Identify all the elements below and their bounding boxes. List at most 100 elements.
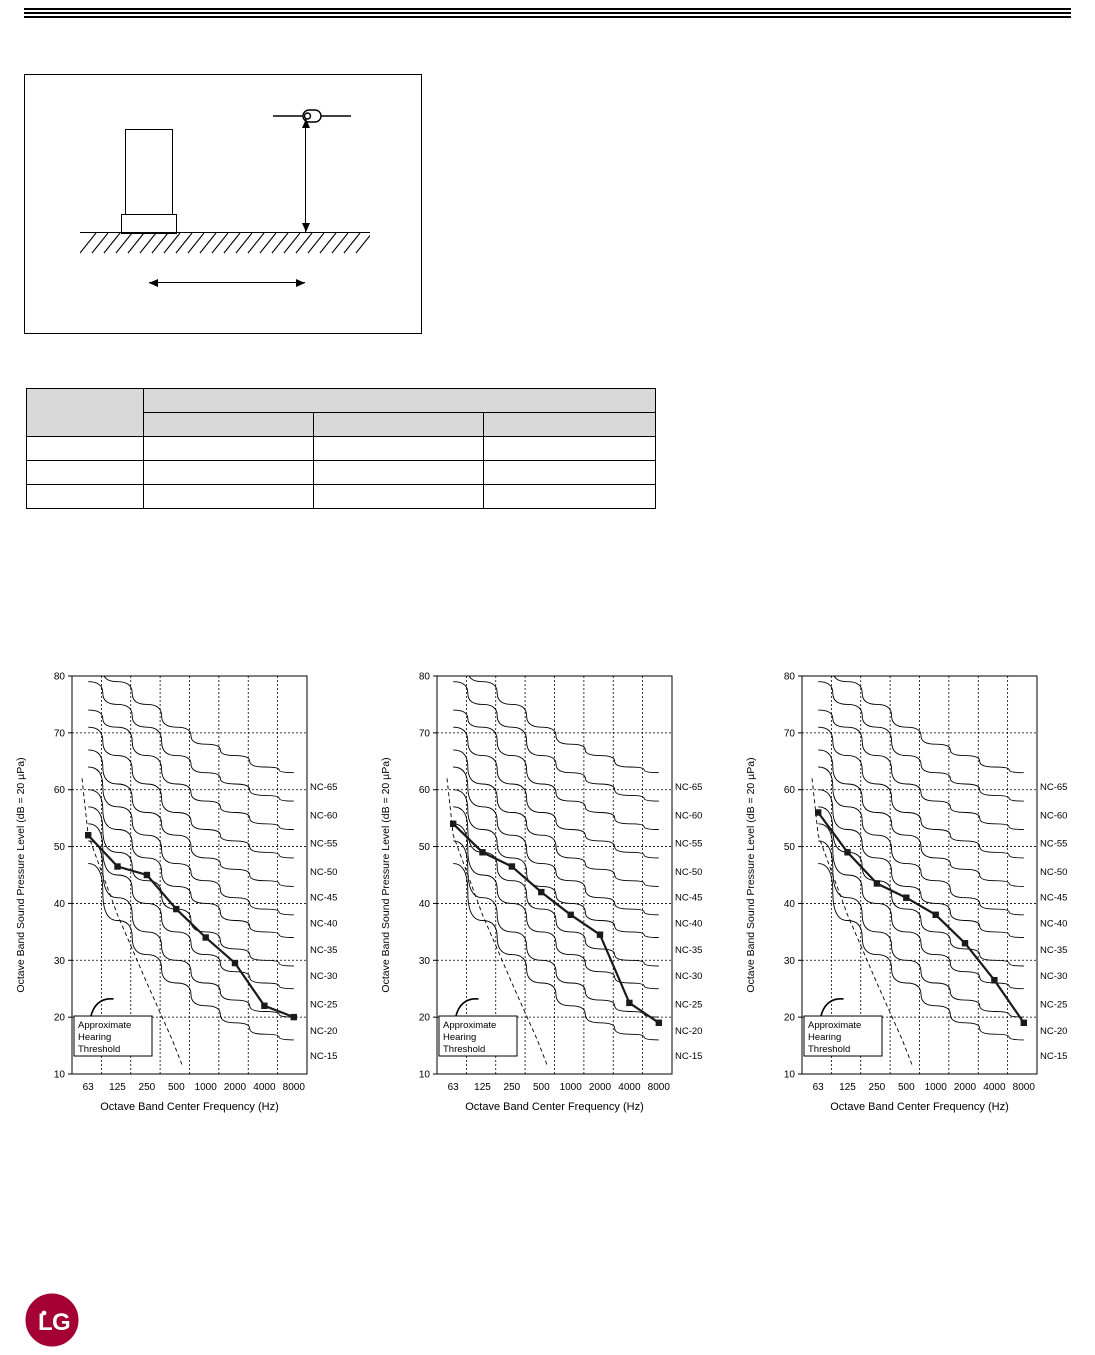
footer-band [0, 1290, 1095, 1355]
outdoor-unit-base [121, 214, 177, 234]
hearing-threshold-annotation: Hearing [78, 1032, 111, 1043]
y-tick-label: 10 [419, 1070, 431, 1081]
nc-curve-label: NC-40 [1040, 918, 1067, 929]
sound-measurement-diagram [24, 74, 422, 334]
x-tick-label: 1000 [195, 1082, 218, 1093]
nc-chart-a: NC-65 NC-60 NC-55 NC-50 NC-45 NC-40 NC-35 NC-30… [10, 660, 355, 1130]
nc-curve-label: NC-35 [310, 945, 337, 956]
chart-b: NC-65 NC-60 NC-55 NC-50 NC-45 NC-40 NC-35 NC-30… [380, 672, 702, 1114]
nc-curve-label: NC-20 [675, 1026, 702, 1037]
nc-curve-label: NC-60 [310, 810, 337, 821]
nc-curve-label: NC-50 [1040, 867, 1067, 878]
table-header-col-2 [313, 412, 485, 437]
y-tick-label: 40 [419, 899, 431, 910]
x-tick-label: 125 [839, 1082, 856, 1093]
x-tick-label: 500 [533, 1082, 550, 1093]
table-cell [483, 436, 656, 461]
y-tick-label: 20 [784, 1013, 796, 1024]
x-tick-label: 8000 [283, 1082, 306, 1093]
nc-curve-label: NC-45 [310, 893, 337, 904]
y-tick-label: 10 [54, 1070, 66, 1081]
x-tick-label: 125 [474, 1082, 491, 1093]
table-cell [143, 460, 315, 485]
x-tick-label: 4000 [253, 1082, 276, 1093]
y-tick-label: 70 [784, 728, 796, 739]
y-tick-label: 80 [784, 672, 796, 683]
svg-text:G: G [52, 1309, 71, 1336]
nc-chart-c: NC-65 NC-60 NC-55 NC-50 NC-45 NC-40 NC-35 NC-30… [740, 660, 1085, 1130]
nc-curve-label: NC-20 [310, 1026, 337, 1037]
x-tick-label: 500 [168, 1082, 185, 1093]
table-header-group [143, 388, 656, 413]
hearing-threshold-annotation: Hearing [443, 1032, 476, 1043]
y-tick-label: 60 [784, 785, 796, 796]
table-cell [483, 460, 656, 485]
x-tick-label: 250 [504, 1082, 521, 1093]
y-tick-label: 80 [54, 672, 66, 683]
table-cell [25, 460, 145, 485]
x-axis-label: Octave Band Center Frequency (Hz) [100, 1101, 279, 1113]
hearing-threshold-annotation: Hearing [808, 1032, 841, 1043]
y-tick-label: 60 [54, 785, 66, 796]
nc-curve-label: NC-30 [310, 971, 337, 982]
nc-curve-label: NC-65 [310, 782, 337, 793]
y-tick-label: 30 [419, 956, 431, 967]
nc-curve-label: NC-40 [310, 918, 337, 929]
nc-curve-label: NC-30 [675, 971, 702, 982]
nc-curve-label: NC-65 [675, 782, 702, 793]
hearing-threshold-annotation: Threshold [78, 1044, 120, 1055]
table-row [25, 460, 656, 485]
x-tick-label: 4000 [618, 1082, 641, 1093]
x-tick-label: 1000 [560, 1082, 583, 1093]
table-cell [25, 484, 145, 509]
top-rule [24, 8, 1071, 18]
y-tick-label: 20 [419, 1013, 431, 1024]
chart-c: NC-65 NC-60 NC-55 NC-50 NC-45 NC-40 NC-35 NC-30… [745, 672, 1067, 1114]
y-tick-label: 10 [784, 1070, 796, 1081]
nc-curve-label: NC-30 [1040, 971, 1067, 982]
hearing-threshold-annotation: Threshold [443, 1044, 485, 1055]
microphone-icon [273, 107, 351, 125]
x-tick-label: 2000 [224, 1082, 247, 1093]
x-axis-label: Octave Band Center Frequency (Hz) [465, 1101, 644, 1113]
table-cell [25, 436, 145, 461]
nc-curve-label: NC-45 [1040, 893, 1067, 904]
y-axis-label: Octave Band Sound Pressure Level (dB = 2… [380, 757, 392, 992]
nc-curve-label: NC-25 [310, 1000, 337, 1011]
table-cell [313, 460, 485, 485]
x-tick-label: 8000 [648, 1082, 671, 1093]
lg-logo: L G [24, 1292, 116, 1348]
y-tick-label: 40 [54, 899, 66, 910]
x-tick-label: 250 [139, 1082, 156, 1093]
nc-curve-label: NC-50 [675, 867, 702, 878]
sound-data-table [25, 388, 656, 509]
nc-curve-label: NC-55 [1040, 839, 1067, 850]
nc-curve-label: NC-40 [675, 918, 702, 929]
table-cell [483, 484, 656, 509]
chart-a: NC-65 NC-60 NC-55 NC-50 NC-45 NC-40 NC-35 NC-30… [15, 672, 337, 1114]
y-axis-label: Octave Band Sound Pressure Level (dB = 2… [745, 757, 757, 992]
x-tick-label: 250 [869, 1082, 886, 1093]
table-cell [313, 436, 485, 461]
x-axis-label: Octave Band Center Frequency (Hz) [830, 1101, 1009, 1113]
nc-chart-b: NC-65 NC-60 NC-55 NC-50 NC-45 NC-40 NC-35 NC-30… [375, 660, 720, 1130]
table-cell [143, 484, 315, 509]
table-subheader-row [27, 412, 656, 437]
table-header-col-1 [143, 412, 315, 437]
x-tick-label: 500 [898, 1082, 915, 1093]
table-cell [313, 484, 485, 509]
x-tick-label: 1000 [925, 1082, 948, 1093]
y-axis-label: Octave Band Sound Pressure Level (dB = 2… [15, 757, 27, 992]
nc-curve-label: NC-35 [675, 945, 702, 956]
x-tick-label: 8000 [1013, 1082, 1036, 1093]
nc-curve-label: NC-25 [1040, 1000, 1067, 1011]
x-tick-label: 125 [109, 1082, 126, 1093]
nc-curve-label: NC-50 [310, 867, 337, 878]
outdoor-unit-body [125, 129, 173, 226]
y-tick-label: 60 [419, 785, 431, 796]
nc-curve-label: NC-35 [1040, 945, 1067, 956]
nc-curve-label: NC-60 [675, 810, 702, 821]
distance-dimension-line [149, 279, 305, 287]
nc-curve-label: NC-25 [675, 1000, 702, 1011]
nc-curve-label: NC-15 [310, 1051, 337, 1062]
